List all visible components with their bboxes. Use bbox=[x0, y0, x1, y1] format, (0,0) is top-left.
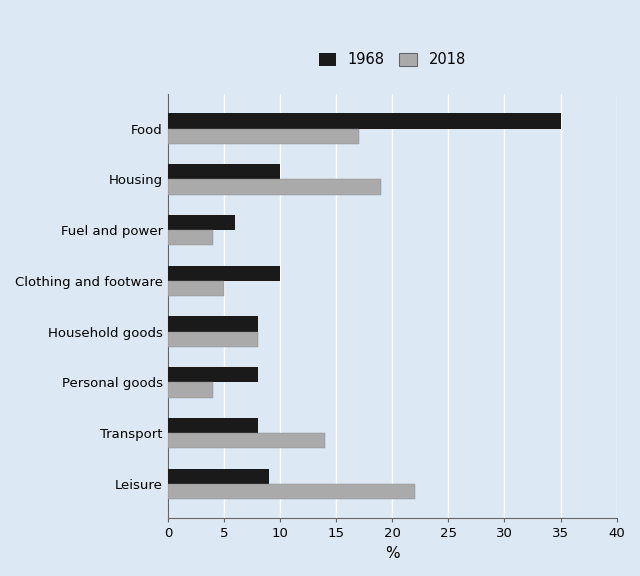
Bar bbox=[168, 215, 235, 230]
Bar bbox=[168, 382, 212, 397]
Bar bbox=[168, 113, 561, 128]
Legend: 1968, 2018: 1968, 2018 bbox=[313, 46, 472, 73]
Bar bbox=[168, 179, 381, 195]
Bar bbox=[168, 230, 212, 245]
Bar bbox=[168, 332, 258, 347]
Bar bbox=[168, 316, 258, 332]
Bar bbox=[168, 266, 280, 281]
Bar bbox=[168, 367, 258, 382]
Bar bbox=[168, 281, 224, 296]
Bar bbox=[168, 128, 358, 144]
Bar bbox=[168, 164, 280, 179]
Bar bbox=[168, 469, 269, 484]
X-axis label: %: % bbox=[385, 546, 399, 561]
Bar bbox=[168, 484, 415, 499]
Bar bbox=[168, 433, 325, 448]
Bar bbox=[168, 418, 258, 433]
